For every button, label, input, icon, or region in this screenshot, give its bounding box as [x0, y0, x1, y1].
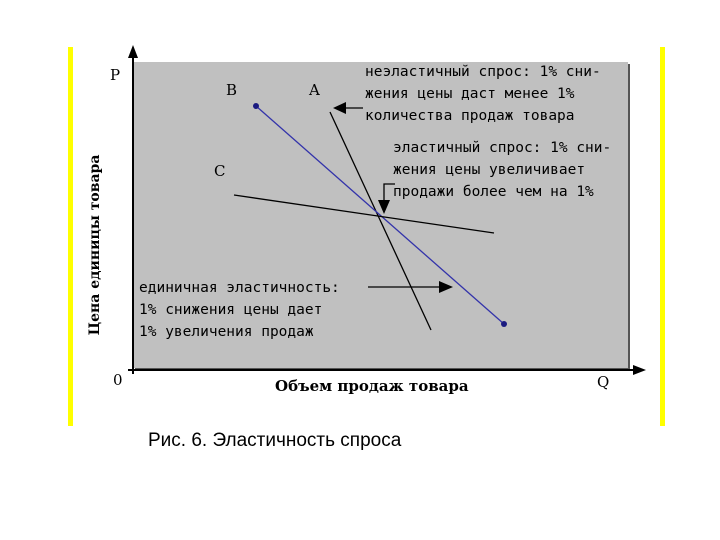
arrow-elastic-head	[378, 200, 390, 214]
note-inelastic-line-2: жения цены даст менее 1%	[365, 86, 575, 102]
note-elastic-line-1: эластичный спрос: 1% сни-	[393, 140, 612, 156]
point-label-b: B	[226, 81, 238, 99]
note-unit-line-3: 1% увеличения продаж	[139, 324, 314, 340]
right-yellow-bar	[660, 47, 665, 426]
note-inelastic-line-3: количества продаж товара	[365, 108, 575, 124]
note-elastic: эластичный спрос: 1% сни- жения цены уве…	[393, 137, 611, 203]
origin-label: 0	[113, 371, 123, 389]
point-b-end	[501, 321, 507, 327]
point-b-start	[253, 103, 259, 109]
point-label-c: C	[214, 162, 226, 180]
note-unit-line-2: 1% снижения цены дает	[139, 302, 323, 318]
x-axis-arrowhead	[633, 365, 646, 375]
axis-label-p: P	[110, 66, 121, 84]
arrow-elastic-shaft	[383, 183, 395, 202]
x-axis-title: Объем продаж товара	[275, 377, 469, 395]
arrow-unit-head	[439, 281, 453, 293]
note-unit-line-1: единичная эластичность:	[139, 280, 340, 296]
line-c	[233, 194, 495, 234]
y-axis-title: Цена единицы товара	[87, 154, 103, 336]
line-b	[255, 105, 505, 325]
note-elastic-line-3: продажи более чем на 1%	[393, 184, 594, 200]
point-label-a: A	[309, 81, 320, 99]
note-unit-elasticity: единичная эластичность: 1% снижения цены…	[139, 277, 340, 343]
note-inelastic: неэластичный спрос: 1% сни- жения цены д…	[365, 61, 601, 127]
figure-caption: Рис. 6. Эластичность спроса	[148, 430, 402, 451]
line-a	[329, 111, 432, 331]
note-elastic-line-2: жения цены увеличивает	[393, 162, 586, 178]
left-yellow-bar	[68, 47, 73, 426]
y-axis-arrowhead	[128, 45, 138, 58]
note-inelastic-line-1: неэластичный спрос: 1% сни-	[365, 64, 601, 80]
axis-label-q: Q	[597, 373, 610, 391]
arrow-inelastic-head	[333, 102, 346, 114]
